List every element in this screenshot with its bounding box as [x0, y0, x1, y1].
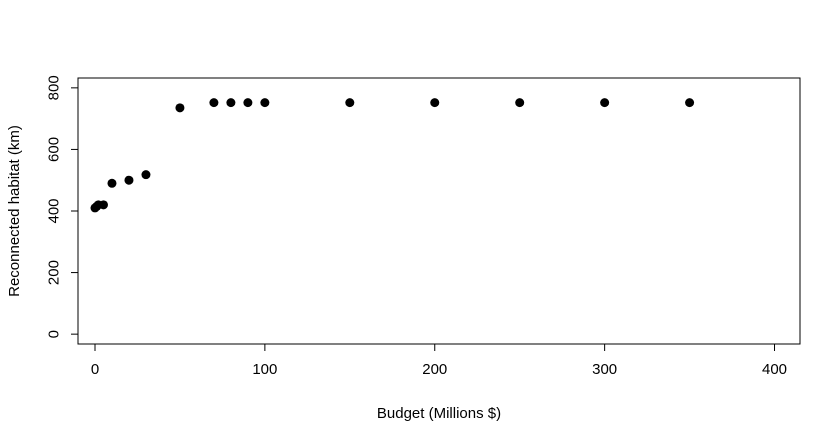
data-points — [90, 98, 695, 213]
data-point — [345, 98, 355, 108]
x-tick-label: 400 — [762, 361, 787, 378]
y-tick-label: 0 — [46, 330, 63, 338]
x-tick-label: 200 — [422, 361, 447, 378]
data-point — [107, 178, 117, 188]
data-point — [685, 98, 695, 108]
data-point — [124, 175, 134, 185]
x-axis: 0 100 200 300 400 — [91, 343, 787, 378]
data-point — [226, 98, 236, 108]
y-tick-label: 600 — [46, 137, 63, 162]
data-point — [98, 200, 108, 210]
y-tick-label: 200 — [46, 260, 63, 285]
data-point — [430, 98, 440, 108]
y-tick-label: 800 — [46, 75, 63, 100]
x-tick-label: 300 — [592, 361, 617, 378]
y-tick-label: 400 — [46, 198, 63, 223]
y-axis: 0 200 400 600 800 — [46, 75, 79, 338]
data-point — [141, 170, 151, 180]
data-point — [260, 98, 270, 108]
data-point — [515, 98, 525, 108]
data-point — [243, 98, 253, 108]
y-axis-title: Reconnected habitat (km) — [6, 125, 23, 297]
plot-area-frame — [77, 77, 801, 345]
data-point — [600, 98, 610, 108]
data-point — [175, 103, 185, 113]
x-tick-label: 0 — [91, 361, 99, 378]
x-axis-title: Budget (Millions $) — [377, 405, 501, 422]
x-tick-label: 100 — [252, 361, 277, 378]
data-point — [209, 98, 219, 108]
